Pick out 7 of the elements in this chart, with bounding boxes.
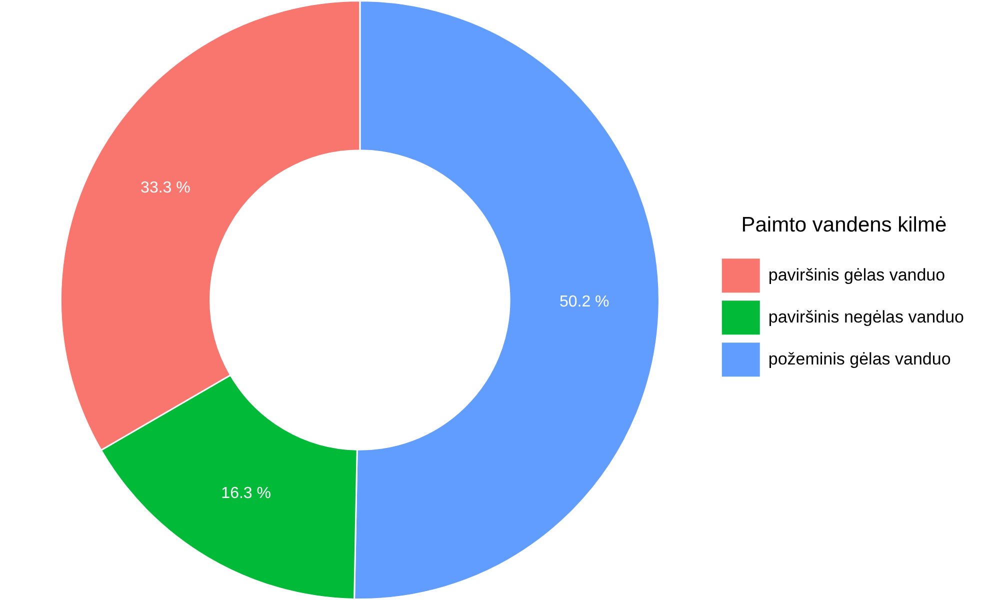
legend-label: paviršinis negėlas vanduo bbox=[768, 307, 964, 326]
data-label: 50.2 % bbox=[559, 294, 610, 311]
legend-title: Paimto vandens kilmė bbox=[741, 214, 947, 237]
legend-label: paviršinis gėlas vanduo bbox=[768, 265, 946, 284]
data-label: 16.3 % bbox=[221, 484, 271, 502]
legend-label: požeminis gėlas vanduo bbox=[768, 349, 951, 368]
data-label: 33.3 % bbox=[140, 179, 190, 196]
